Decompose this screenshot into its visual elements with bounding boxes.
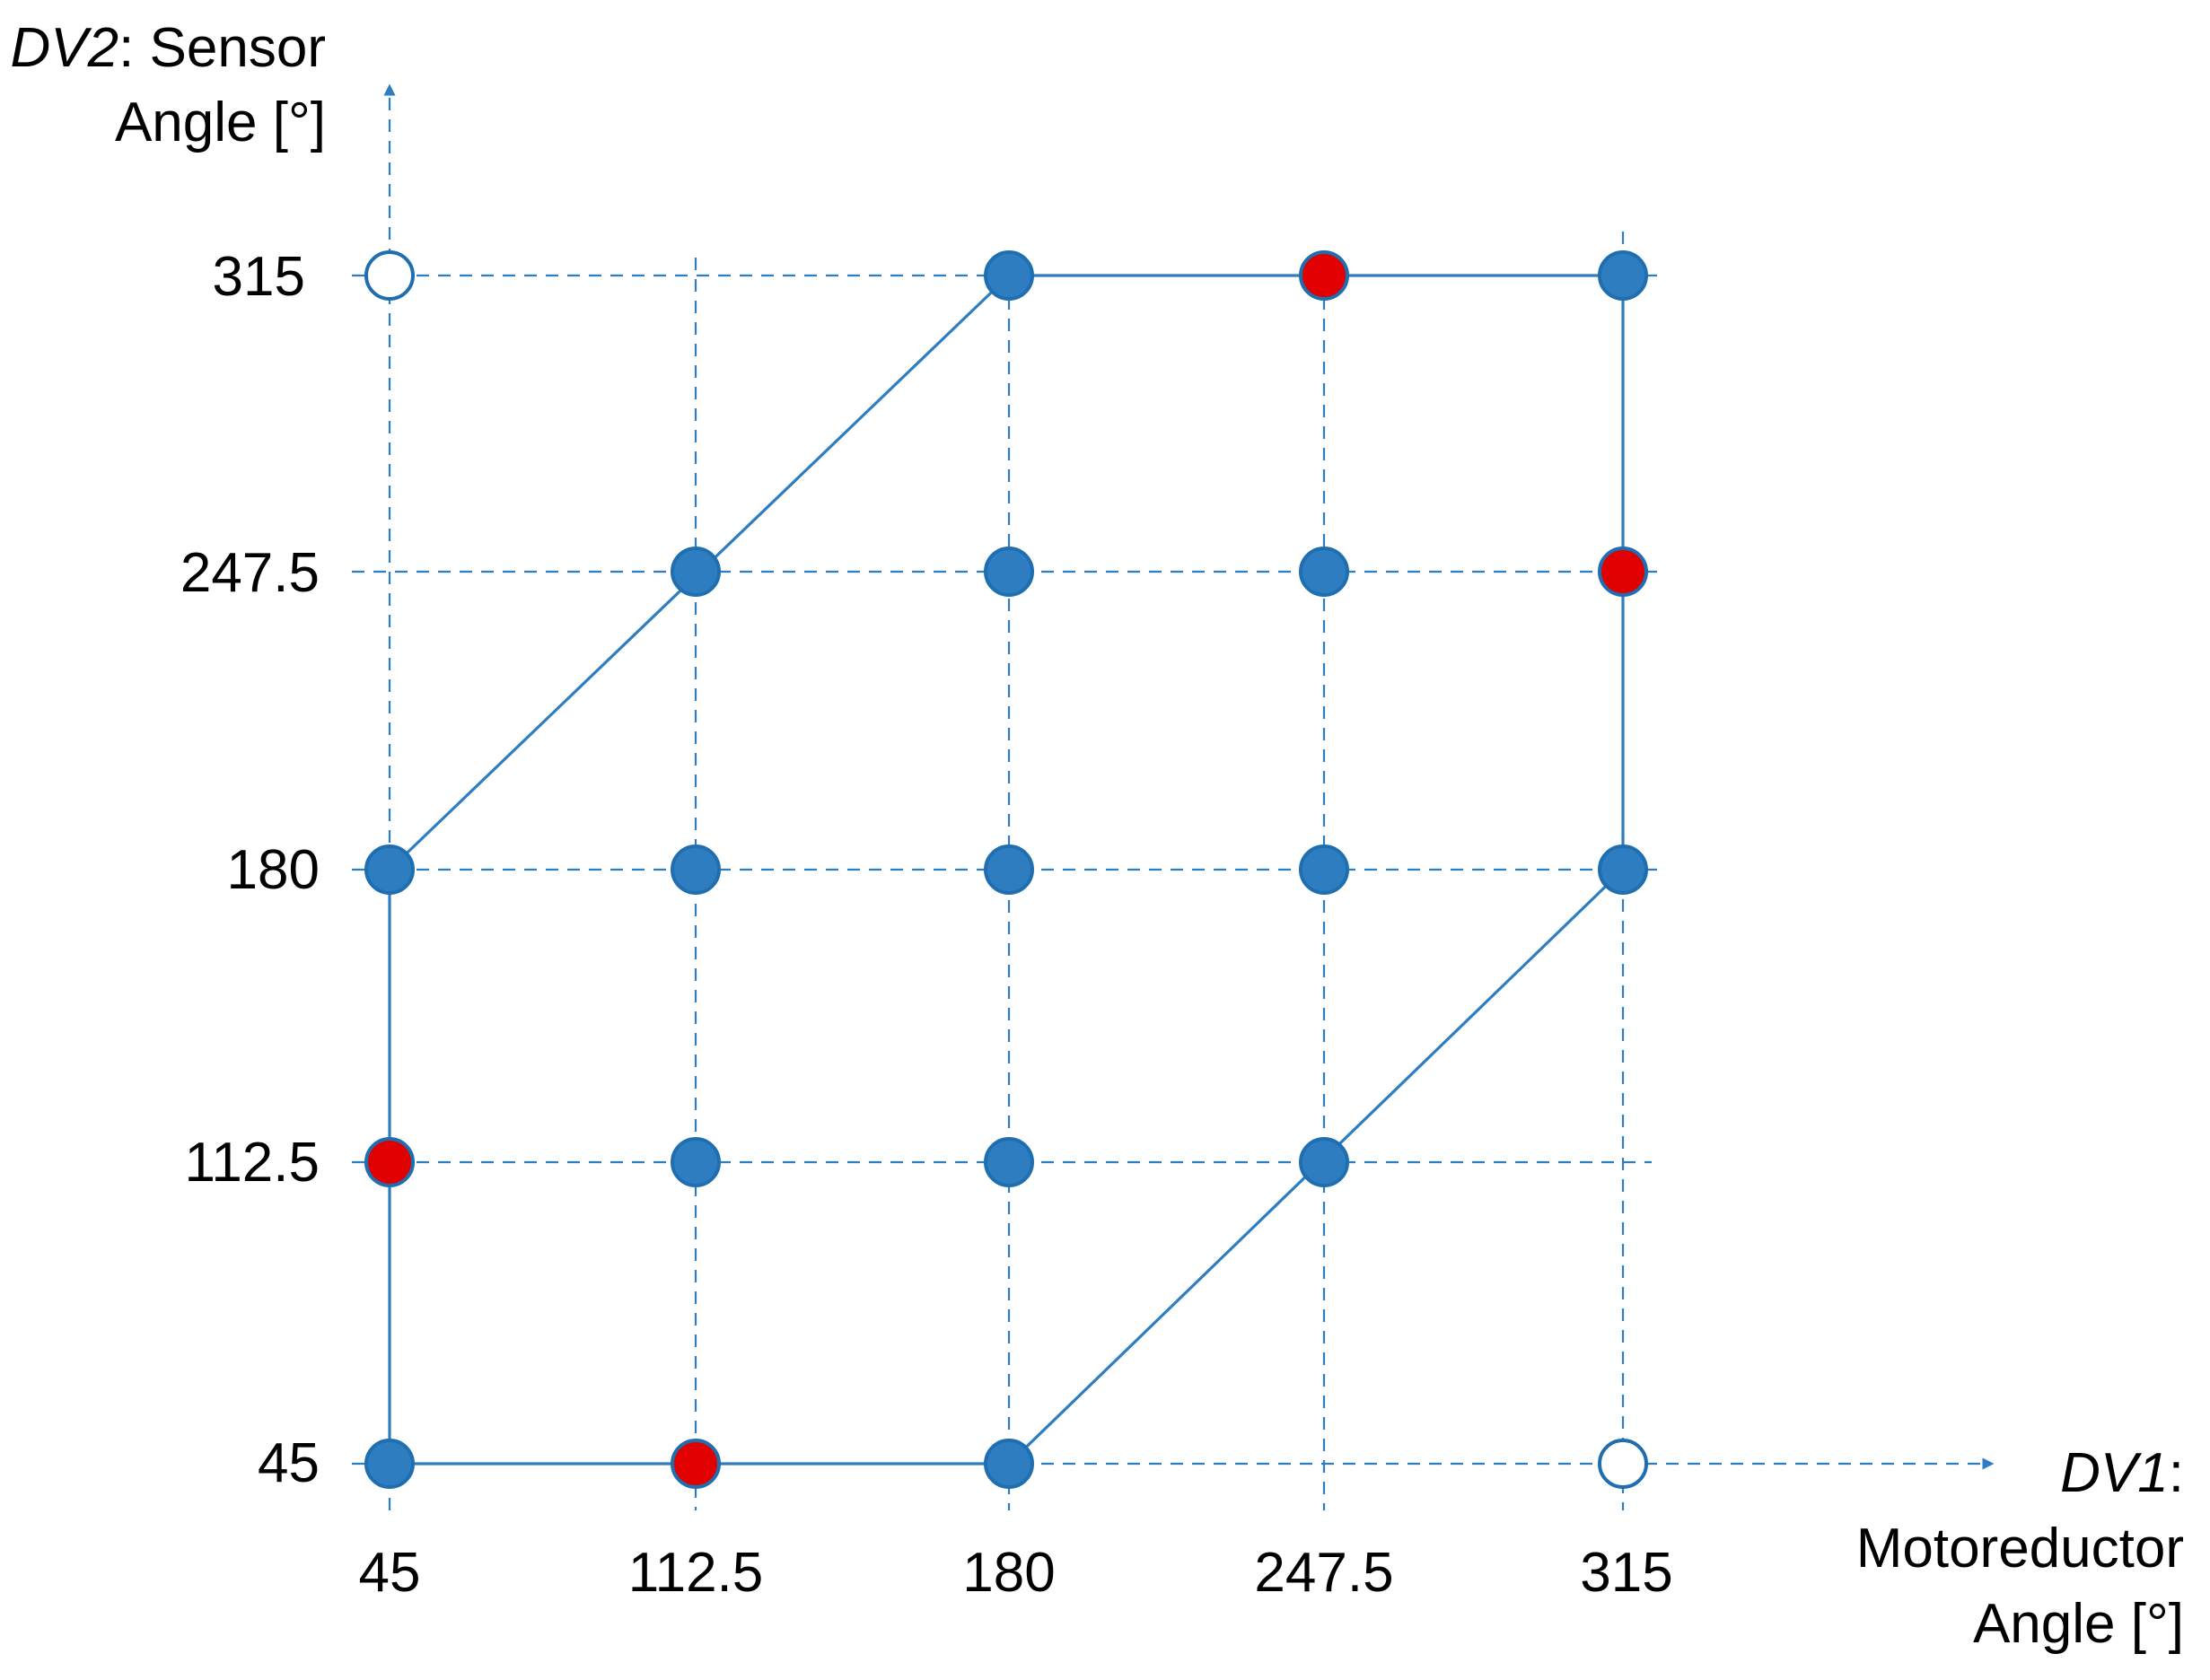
design-point [984, 844, 1034, 895]
y-axis-title-line1: DV2: Sensor [10, 17, 326, 79]
design-points [364, 250, 1648, 1489]
design-point-infeasible [1598, 1439, 1648, 1489]
design-point [671, 844, 721, 895]
x-tick-label: 112.5 [628, 1542, 764, 1604]
design-point-highlighted [671, 1439, 721, 1489]
design-point [1299, 547, 1349, 597]
y-tick-label: 247.5 [180, 542, 320, 604]
y-tick-label: 180 [227, 839, 320, 901]
design-point [1299, 844, 1349, 895]
design-point [1299, 1137, 1349, 1187]
x-axis-title: DV1: Motoreductor Angle [°] [1856, 1442, 2184, 1655]
x-tick-label: 315 [1580, 1542, 1672, 1604]
x-axis-title-rest: : [2169, 1442, 2184, 1504]
design-point [364, 1439, 415, 1489]
design-point-highlighted [1299, 250, 1349, 301]
x-axis-title-line3: Angle [°] [1973, 1593, 2184, 1655]
design-point [364, 844, 415, 895]
y-axis-title-rest: : Sensor [118, 17, 326, 79]
x-axis-title-line1: DV1: [2060, 1442, 2184, 1504]
y-tick-label: 45 [258, 1432, 320, 1494]
design-point [984, 1137, 1034, 1187]
y-axis-variable: DV2 [10, 17, 118, 79]
design-point [671, 1137, 721, 1187]
design-point-infeasible [364, 250, 415, 301]
design-point [1598, 844, 1648, 895]
y-tick-labels: 45 112.5 180 247.5 315 [180, 246, 320, 1494]
design-point [984, 1439, 1034, 1489]
design-point-highlighted [364, 1137, 415, 1187]
x-tick-label: 45 [359, 1542, 421, 1604]
y-tick-label: 112.5 [184, 1132, 320, 1194]
design-point [984, 547, 1034, 597]
design-point-highlighted [1598, 547, 1648, 597]
y-tick-label: 315 [213, 246, 305, 308]
x-tick-label: 180 [962, 1542, 1055, 1604]
x-tick-label: 247.5 [1254, 1542, 1393, 1604]
design-point [984, 250, 1034, 301]
x-axis-variable: DV1 [2060, 1442, 2169, 1504]
y-axis-title-line2: Angle [°] [115, 92, 326, 153]
design-point [1598, 250, 1648, 301]
x-tick-labels: 45 112.5 180 247.5 315 [359, 1542, 1673, 1604]
y-axis-title: DV2: Sensor Angle [°] [10, 17, 326, 153]
design-point [671, 547, 721, 597]
axes [352, 83, 1995, 1510]
x-axis-title-line2: Motoreductor [1856, 1518, 2184, 1579]
